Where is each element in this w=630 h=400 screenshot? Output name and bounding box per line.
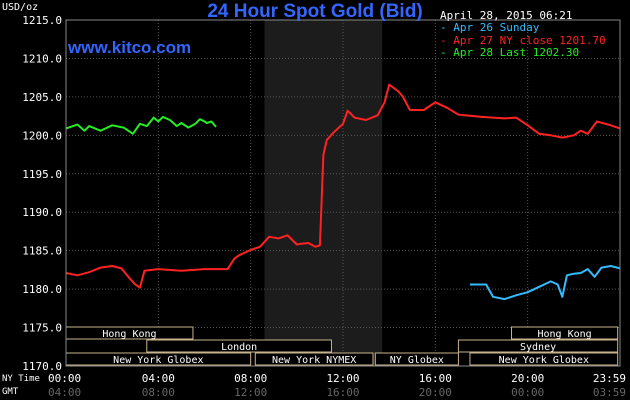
x-tick-label-gmt: 04:00 (48, 386, 81, 399)
x-tick-label-ny: 16:00 (419, 372, 452, 385)
session-box (469, 352, 619, 366)
session-box (146, 339, 332, 353)
x-tick-label-gmt: 12:00 (234, 386, 267, 399)
x-tick-label-ny: 04:00 (142, 372, 175, 385)
session-label: New York Globex (113, 355, 203, 366)
y-tick-label: 1180.0 (22, 283, 62, 296)
y-tick-label: 1185.0 (22, 245, 62, 258)
y-tick-label: 1190.0 (22, 206, 62, 219)
x-tick-label-ny: 08:00 (234, 372, 267, 385)
price-series (65, 83, 621, 301)
session-box (457, 339, 619, 353)
session-label: Hong Kong (102, 329, 156, 340)
chart-title: 24 Hour Spot Gold (Bid) (207, 1, 423, 22)
y-tick-label: 1210.0 (22, 52, 62, 65)
x-axis-labels: 00:0004:0004:0008:0008:0012:0012:0016:00… (48, 372, 626, 399)
y-axis-labels: 1170.0 1175.0 1180.0 1185.0 1190.0 1195.0 1200… (22, 14, 62, 373)
session-label: London (221, 342, 257, 353)
legend: - Apr 26 Sunday - Apr 27 NY close 1201.7… (440, 21, 606, 60)
x-tick-label-gmt: 03:59 (593, 386, 626, 399)
x-tick-label-ny: 12:00 (326, 372, 359, 385)
session-box (511, 326, 619, 340)
x-tick-label-gmt: 16:00 (326, 386, 359, 399)
y-tick-label: 1205.0 (22, 91, 62, 104)
y-tick-label: 1170.0 (22, 360, 62, 373)
y-unit-label: USD/oz (2, 2, 39, 13)
series-line (65, 83, 621, 289)
legend-entry-apr28: - Apr 28 Last 1202.30 (440, 46, 580, 59)
x-tick-label-gmt: 08:00 (142, 386, 175, 399)
series-line (65, 115, 217, 135)
session-label: NY Globex (390, 355, 444, 366)
y-tick-label: 1200.0 (22, 129, 62, 142)
session-label: New York Globex (499, 355, 589, 366)
session-label: Hong Kong (538, 329, 592, 340)
series-line (470, 265, 621, 301)
y-tick-label: 1175.0 (22, 322, 62, 335)
y-tick-label: 1195.0 (22, 168, 62, 181)
x-tick-label-gmt: 00:00 (511, 386, 544, 399)
x-tick-label-ny: 00:00 (48, 372, 81, 385)
site-watermark: www.kitco.com (68, 38, 192, 57)
legend-entry-apr27: - Apr 27 NY close 1201.70 (440, 33, 606, 47)
y-tick-label: 1215.0 (22, 14, 62, 27)
x-tick-label-ny: 20:00 (511, 372, 544, 385)
gmt-label: GMT (2, 387, 19, 397)
timestamp: April 28, 2015 06:21 (440, 9, 573, 22)
shaded-period (264, 20, 383, 366)
x-tick-label-gmt: 20:00 (419, 386, 452, 399)
legend-entry-apr26: - Apr 26 Sunday (440, 21, 540, 34)
session-label: Sydney (520, 342, 556, 353)
session-label: New York NYMEX (272, 355, 356, 366)
market-sessions: Hong Kong Hong Kong London Sydney New York G… (65, 326, 619, 366)
plot-frame (65, 19, 621, 367)
session-box (254, 352, 374, 366)
ny-time-label: NY Time (2, 374, 40, 384)
x-tick-label-ny: 23:59 (593, 372, 626, 385)
session-box (374, 352, 459, 366)
